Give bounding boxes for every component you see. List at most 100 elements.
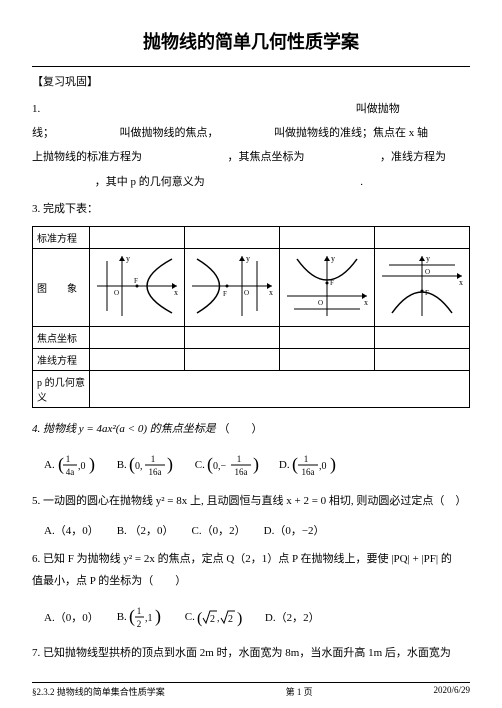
svg-text:2: 2 xyxy=(228,614,233,625)
table-row: 标准方程 xyxy=(33,226,470,248)
svg-text:): ) xyxy=(253,454,259,475)
fraction-icon: ( 1 4a ,0 ) xyxy=(55,450,99,480)
svg-text:,1: ,1 xyxy=(145,613,153,624)
footer-right: 2020/6/29 xyxy=(433,685,470,698)
footer-left: §2.3.2 抛物线的简单集合性质学案 xyxy=(32,685,165,698)
option-d: D.（2，2） xyxy=(265,609,320,625)
svg-text:,0: ,0 xyxy=(78,461,86,472)
option-a: A.（4，0） xyxy=(44,522,99,538)
graph-cell: x y O F xyxy=(375,248,470,326)
cell xyxy=(280,326,375,348)
cell xyxy=(280,348,375,370)
q1-i: . xyxy=(360,176,363,188)
option-b: B. （2，0） xyxy=(117,522,174,538)
q3-intro: 3. 完成下表： xyxy=(32,200,470,220)
q1-line: 线； xyxy=(32,127,54,139)
parabola-right-icon: x y O F xyxy=(92,251,182,321)
q1-g: ，准线方程为 xyxy=(380,151,446,163)
svg-text:1: 1 xyxy=(237,454,242,464)
svg-text:,: , xyxy=(217,613,220,624)
svg-text:2: 2 xyxy=(137,619,142,629)
q1-e: 上抛物线的标准方程为 xyxy=(32,151,142,163)
row-label: 标准方程 xyxy=(33,226,90,248)
cell xyxy=(375,348,470,370)
q1-f: ，其焦点坐标为 xyxy=(228,151,305,163)
svg-text:O: O xyxy=(425,268,430,276)
footer-mid: 第 1 页 xyxy=(286,685,313,698)
row-label: 焦点坐标 xyxy=(33,326,90,348)
fraction-icon: ( 1 16a ,0 ) xyxy=(290,450,340,480)
option-a: A. ( 1 4a ,0 ) xyxy=(44,450,99,480)
graph-cell: x y O F xyxy=(280,248,375,326)
svg-text:1: 1 xyxy=(65,454,70,464)
q6-options: A.（0，0） B. ( 1 2 ,1 ) C. ( 2 , 2 ) D.（2，… xyxy=(44,602,470,632)
fraction-icon: ( 0, 1 16a ) xyxy=(127,450,177,480)
opt-label: D. xyxy=(279,459,290,471)
question-1: 1. 叫做抛物 线； 叫做抛物线的焦点， 叫做抛物线的准线；焦点在 x 轴 上抛… xyxy=(32,97,470,194)
svg-text:2: 2 xyxy=(210,614,215,625)
svg-text:x: x xyxy=(269,288,273,297)
opt-label: C. xyxy=(195,459,205,471)
parabola-left-icon: x y O F xyxy=(187,251,277,321)
svg-text:1: 1 xyxy=(151,454,156,464)
svg-text:x: x xyxy=(174,288,178,297)
svg-text:F: F xyxy=(330,279,334,287)
q1-tail1: 叫做抛物 xyxy=(356,103,400,115)
question-7: 7. 已知抛物线型拱桥的顶点到水面 2m 时，水面宽为 8m，当水面升高 1m … xyxy=(32,642,470,664)
cell xyxy=(90,226,185,248)
svg-text:x: x xyxy=(459,278,463,287)
fraction-icon: ( 1 2 ,1 ) xyxy=(127,602,167,632)
opt-label: B. xyxy=(117,459,127,471)
graph-cell: x y O F xyxy=(90,248,185,326)
svg-text:): ) xyxy=(237,610,242,627)
table-row: p 的几何意义 xyxy=(33,370,470,407)
parabola-up-icon: x y O F xyxy=(282,251,372,321)
row-label: p 的几何意义 xyxy=(33,370,90,407)
graph-cell: x y O F xyxy=(185,248,280,326)
option-d: D.（0，−2） xyxy=(264,522,325,538)
svg-text:O: O xyxy=(318,299,323,307)
parabola-down-icon: x y O F xyxy=(377,251,467,321)
opt-label: A. xyxy=(44,459,55,471)
table-row: 图 象 x y O F x y xyxy=(33,248,470,326)
svg-text:): ) xyxy=(167,454,173,475)
cell xyxy=(90,370,470,407)
svg-text:(: ( xyxy=(129,606,135,627)
svg-text:F: F xyxy=(134,277,138,285)
opt-label: B. xyxy=(117,611,127,623)
table-row: 准线方程 xyxy=(33,348,470,370)
page-title: 抛物线的简单几何性质学案 xyxy=(32,28,470,54)
svg-text:1: 1 xyxy=(137,606,142,616)
q1-d: 叫做抛物线的准线；焦点在 x 轴 xyxy=(274,127,428,139)
svg-text:y: y xyxy=(426,254,430,263)
svg-text:y: y xyxy=(246,254,250,263)
option-b: B. ( 1 2 ,1 ) xyxy=(117,602,167,632)
section-head: 【复习巩固】 xyxy=(32,73,470,89)
cell xyxy=(185,348,280,370)
q4-tail: （ ） xyxy=(218,423,262,435)
svg-text:F: F xyxy=(425,289,429,297)
svg-text:(: ( xyxy=(292,454,298,475)
q1-c: 叫做抛物线的焦点， xyxy=(120,127,219,139)
svg-text:x: x xyxy=(364,298,368,307)
svg-text:O: O xyxy=(244,289,249,297)
question-5: 5. 一动圆的圆心在抛物线 y² = 8x 上, 且动圆恒与直线 x + 2 =… xyxy=(32,490,470,512)
option-c: C. ( 2 , 2 ) xyxy=(185,604,247,630)
cell xyxy=(375,226,470,248)
svg-text:16a: 16a xyxy=(301,467,314,477)
table-row: 焦点坐标 xyxy=(33,326,470,348)
svg-text:y: y xyxy=(331,254,335,263)
option-a: A.（0，0） xyxy=(44,609,99,625)
q1-num: 1. xyxy=(32,103,40,115)
option-b: B. ( 0, 1 16a ) xyxy=(117,450,177,480)
svg-text:16a: 16a xyxy=(234,467,247,477)
cell xyxy=(185,226,280,248)
cell xyxy=(90,326,185,348)
row-label: 准线方程 xyxy=(33,348,90,370)
svg-text:O: O xyxy=(114,289,119,297)
q6-line1: 6. 已知 F 为抛物线 y² = 2x 的焦点，定点 Q（2，1）点 P 在抛… xyxy=(32,553,452,565)
title-underline xyxy=(32,66,470,67)
option-c: C.（0，2） xyxy=(192,522,246,538)
q5-options: A.（4，0） B. （2，0） C.（0，2） D.（0，−2） xyxy=(44,522,470,538)
q4-options: A. ( 1 4a ,0 ) B. ( 0, 1 16a ) C. ( 0,− … xyxy=(44,450,470,480)
